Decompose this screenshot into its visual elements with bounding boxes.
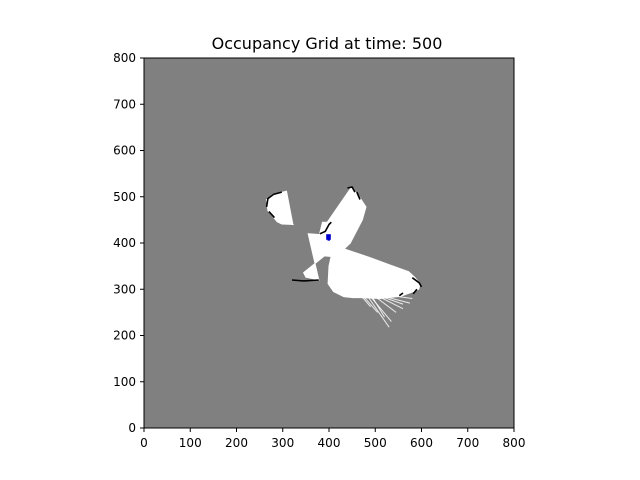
- robot-layer: [326, 234, 331, 241]
- free-ray: [365, 293, 390, 328]
- y-tick-label: 600: [113, 144, 136, 158]
- x-tick-label: 500: [364, 436, 387, 450]
- free-ray: [358, 293, 371, 308]
- y-tick-label: 200: [113, 329, 136, 343]
- occupied-boundary: [265, 191, 283, 208]
- x-tick-label: 300: [271, 436, 294, 450]
- occupied-boundary: [268, 211, 275, 219]
- free-ray: [361, 293, 378, 313]
- free-ray: [377, 294, 404, 305]
- free-ray-layer: [358, 293, 413, 328]
- occupied-boundary: [412, 288, 418, 295]
- y-tick-label: 500: [113, 190, 136, 204]
- x-tick-label: 0: [140, 436, 148, 450]
- free-ray: [370, 294, 385, 318]
- robot-marker: [326, 234, 331, 240]
- x-tick-label: 400: [318, 436, 341, 450]
- free-region-left-arm-lower: [265, 198, 294, 226]
- chart-title: Occupancy Grid at time: 500: [212, 34, 443, 53]
- free-ray: [384, 294, 413, 299]
- free-ray: [367, 293, 392, 322]
- occupied-layer: [265, 186, 423, 297]
- occupied-boundary: [411, 277, 423, 288]
- y-tick-label: 800: [113, 51, 136, 65]
- x-tick-label: 600: [410, 436, 433, 450]
- y-axis: 0 100 200 300 400 500 600 700 800: [113, 51, 144, 435]
- y-tick-label: 0: [128, 421, 136, 435]
- free-region-upper-right-flank: [349, 193, 367, 244]
- x-tick-label: 700: [456, 436, 479, 450]
- free-ray: [379, 294, 411, 304]
- robot-marker: [327, 239, 330, 241]
- occupied-boundary: [319, 221, 332, 235]
- y-tick-label: 700: [113, 97, 136, 111]
- occupied-boundary: [398, 292, 404, 297]
- occupied-boundary: [291, 279, 319, 282]
- x-tick-label: 100: [179, 436, 202, 450]
- x-tick-label: 800: [503, 436, 526, 450]
- x-tick-label: 200: [225, 436, 248, 450]
- y-tick-label: 100: [113, 375, 136, 389]
- plot-area: [143, 57, 515, 429]
- free-ray: [375, 294, 404, 310]
- y-tick-label: 400: [113, 236, 136, 250]
- y-tick-label: 300: [113, 282, 136, 296]
- free-ray: [372, 294, 397, 313]
- occupied-boundary: [356, 191, 361, 200]
- x-axis: 0 100 200 300 400 500 600 700 800: [140, 428, 525, 450]
- occupied-boundary: [347, 186, 356, 193]
